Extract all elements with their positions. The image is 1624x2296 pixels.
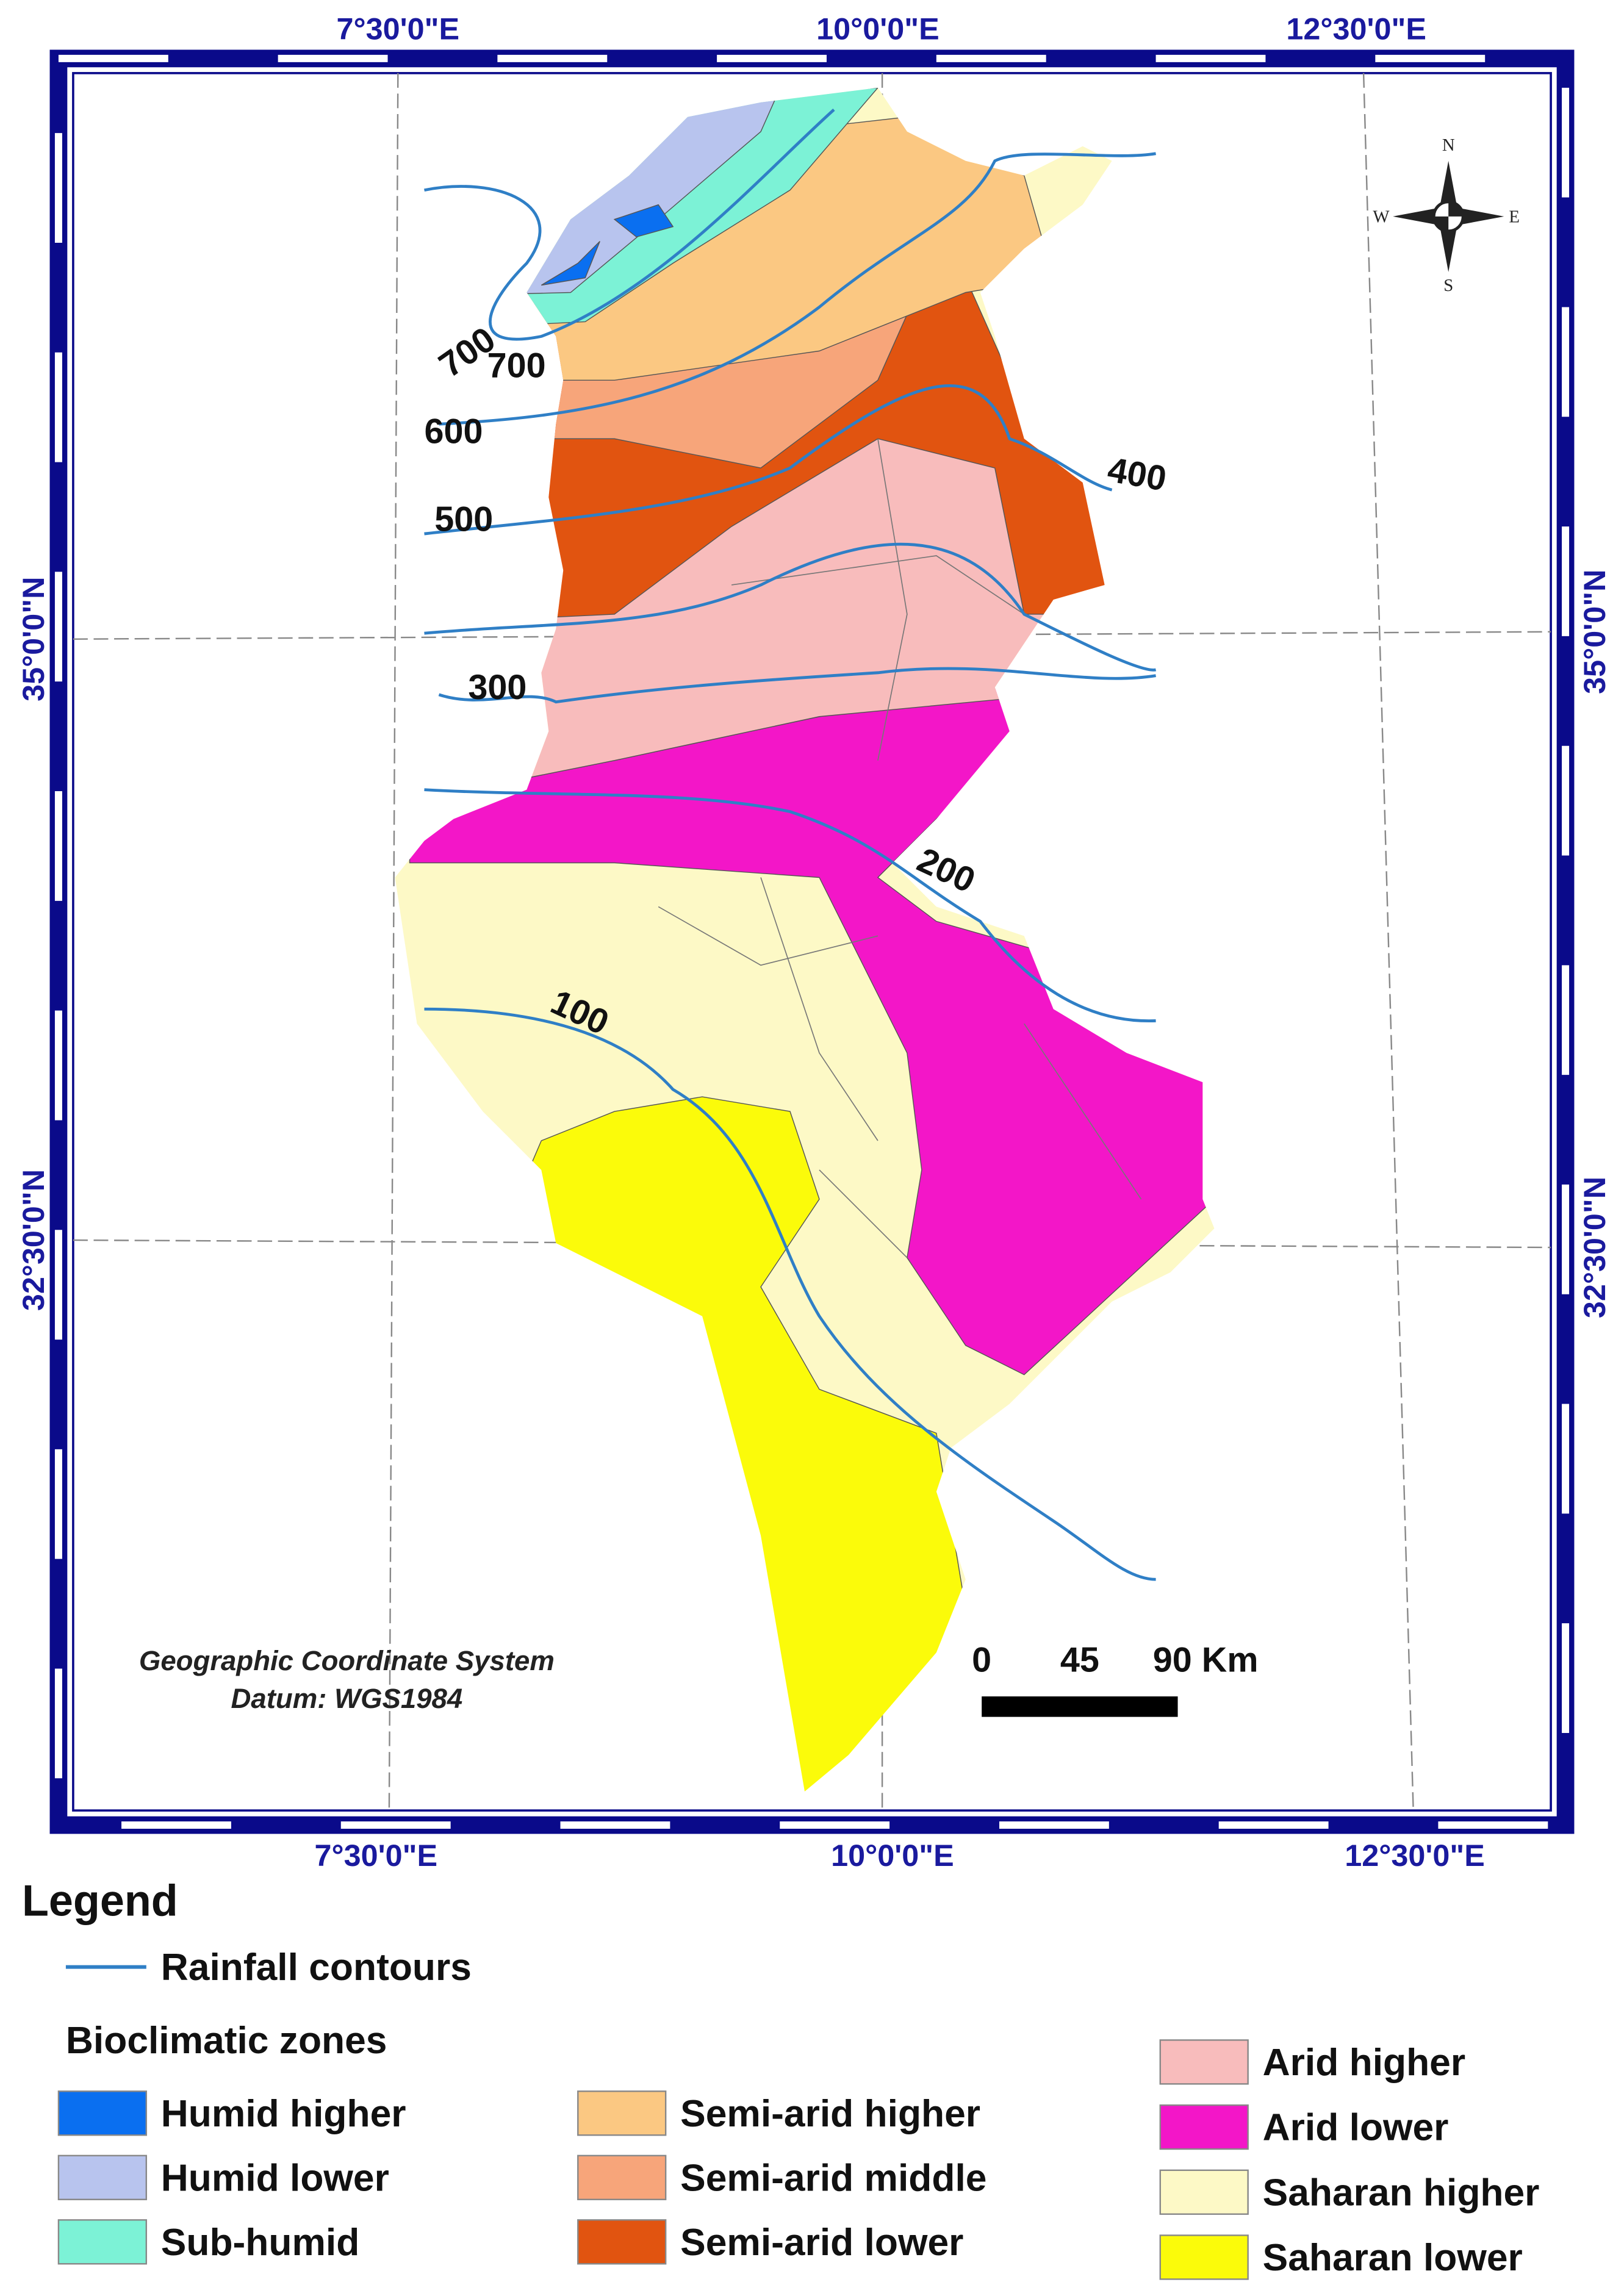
contour-label: 500 [434,500,493,539]
compass-label: S [1443,276,1453,295]
legend-label: Semi-arid middle [680,2157,986,2199]
contour-label: 600 [424,412,483,451]
legend-swatch [1159,2104,1249,2150]
compass-label: W [1373,207,1390,226]
legend-swatch [1159,2234,1249,2280]
scale-label: 90 Km [1153,1640,1259,1679]
legend: Legend Rainfall contours Bioclimatic zon… [22,1877,1539,2280]
legend-label: Saharan higher [1263,2172,1540,2214]
legend-swatch [577,2090,667,2136]
rainfall-contour [424,109,835,341]
rainfall-contour [424,788,1156,1022]
legend-swatch [577,2154,667,2200]
legend-label: Semi-arid lower [680,2222,963,2264]
rainfall-contour [439,152,1156,426]
rainfall-contour [424,542,1157,672]
longitude-label: 7°30'0"E [315,1838,438,1873]
legend-subtitle: Bioclimatic zones [66,2020,387,2062]
scale-bar [982,1696,1178,1717]
compass-label: N [1442,135,1455,155]
legend-swatch [1159,2039,1249,2085]
legend-label: Arid lower [1263,2107,1449,2149]
legend-label: Humid higher [161,2093,406,2135]
longitude-label: 10°0'0"E [831,1838,954,1873]
legend-label: Saharan lower [1263,2237,1523,2279]
legend-title: Legend [22,1877,178,1926]
legend-label: Sub-humid [161,2222,359,2264]
latitude-label: 32°30'0"N [16,1169,51,1311]
legend-swatch [57,2090,148,2136]
scale-label: 45 [1060,1640,1099,1679]
legend-label: Humid lower [161,2157,389,2199]
contour-label: 300 [468,668,526,707]
compass: N S W E [1373,135,1520,295]
legend-label: Semi-arid higher [680,2093,980,2135]
coordinate-system: Geographic Coordinate System [139,1645,555,1676]
rainfall-contours [424,109,1157,1581]
rainfall-contour [424,384,1113,536]
zone-area [541,241,600,286]
rainfall-contour [424,1007,1156,1581]
rainfall-contour [438,667,1156,704]
compass-label: E [1509,207,1520,226]
longitude-label: 10°0'0"E [816,12,940,46]
contour-label: 700 [487,346,546,386]
latitude-label: 32°30'0"N [1577,1177,1612,1318]
longitude-label: 7°30'0"E [337,12,460,46]
datum: Datum: WGS1984 [231,1683,463,1714]
legend-label: Rainfall contours [161,1946,472,1989]
admin-boundaries [658,439,1142,1258]
legend-swatch [57,2219,148,2265]
latitude-label: 35°0'0"N [1577,570,1612,694]
longitude-label: 12°30'0"E [1286,12,1426,46]
scale-label: 0 [972,1640,991,1679]
legend-swatch [577,2219,667,2265]
longitude-label: 12°30'0"E [1345,1838,1485,1873]
legend-swatch [57,2154,148,2200]
frame-inner [72,72,1552,1812]
zone-area [613,204,674,238]
legend-swatch [1159,2169,1249,2215]
latitude-label: 35°0'0"N [16,577,51,701]
frame-checker [54,54,1570,1829]
legend-label: Arid higher [1263,2042,1465,2084]
